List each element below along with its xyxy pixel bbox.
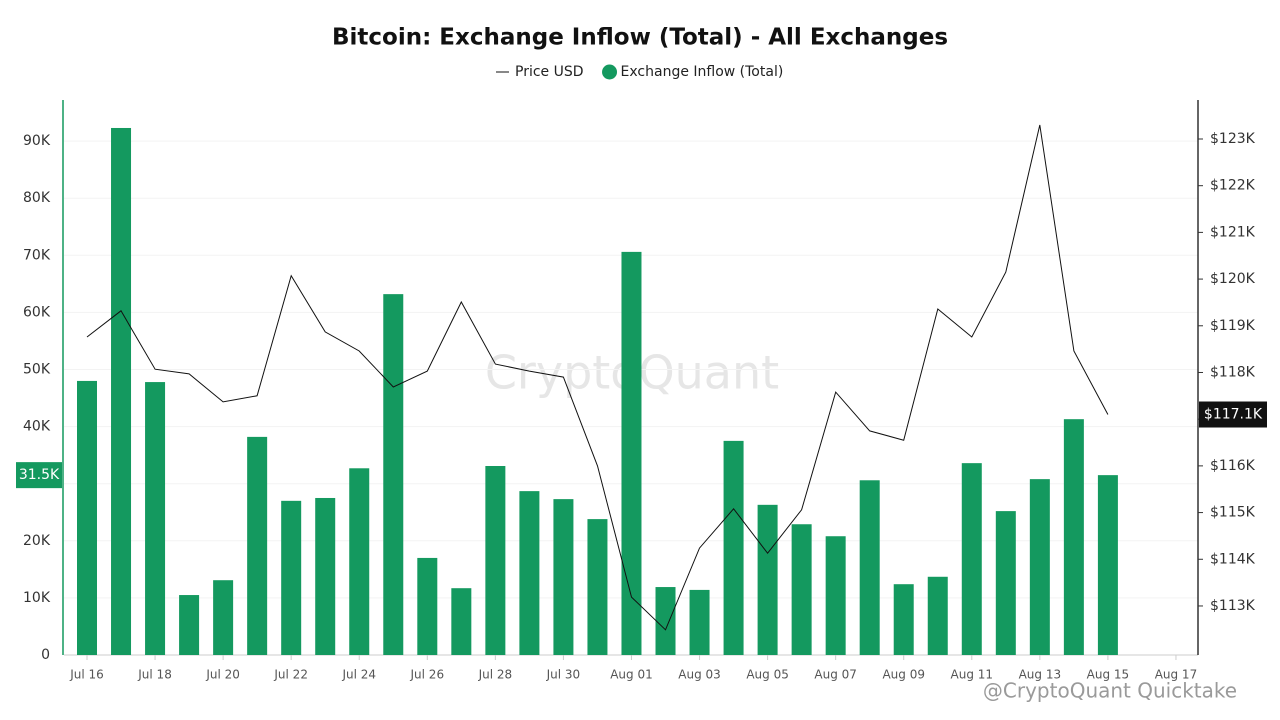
x-tick-label: Jul 20 xyxy=(205,668,240,682)
bar xyxy=(1063,419,1084,655)
x-tick-label: Jul 16 xyxy=(69,668,104,682)
bar xyxy=(859,480,880,655)
x-tick-label: Aug 09 xyxy=(882,668,925,682)
chart-title: Bitcoin: Exchange Inflow (Total) - All E… xyxy=(332,25,948,51)
y2-tick-label: $122K xyxy=(1210,178,1256,194)
y-tick-label: 50K xyxy=(23,362,51,378)
bar xyxy=(179,595,200,655)
x-tick-label: Aug 15 xyxy=(1087,668,1130,682)
bar xyxy=(485,466,506,655)
y2-tick-label: $115K xyxy=(1210,505,1256,521)
bar xyxy=(383,294,404,655)
legend-label: Price USD xyxy=(515,64,584,80)
bar xyxy=(927,576,948,655)
bar xyxy=(757,504,778,655)
x-tick-label: Jul 26 xyxy=(410,668,445,682)
bar xyxy=(281,500,302,655)
bar xyxy=(111,127,132,655)
credit: @CryptoQuant Quicktake xyxy=(983,679,1237,703)
bar xyxy=(961,463,982,655)
bar xyxy=(315,497,336,655)
y2-tick-label: $123K xyxy=(1210,131,1256,147)
value-label: 31.5K xyxy=(19,467,60,483)
bar xyxy=(145,382,166,655)
y2-tick-label: $116K xyxy=(1210,458,1256,474)
bar xyxy=(621,251,642,655)
bar xyxy=(417,557,438,655)
price-line xyxy=(86,124,1109,631)
x-tick-label: Jul 28 xyxy=(478,668,513,682)
bar xyxy=(1097,475,1118,655)
legend-label: Exchange Inflow (Total) xyxy=(621,64,784,80)
y-tick-label: 60K xyxy=(23,304,51,320)
bar xyxy=(587,519,608,655)
bar xyxy=(247,436,268,655)
bar xyxy=(213,580,234,655)
y2-tick-label: $114K xyxy=(1210,551,1256,567)
x-tick-label: Aug 13 xyxy=(1019,668,1062,682)
bar xyxy=(825,536,846,655)
value-label-box xyxy=(1199,401,1267,428)
bar xyxy=(689,589,710,655)
bar xyxy=(1029,479,1050,655)
x-tick-label: Aug 11 xyxy=(951,668,994,682)
y2-tick-label: $118K xyxy=(1210,364,1256,380)
value-label: $117.1K xyxy=(1204,407,1263,423)
x-tick-label: Aug 03 xyxy=(678,668,721,682)
y-tick-label: 0 xyxy=(41,647,50,663)
x-tick-label: Jul 18 xyxy=(137,668,172,682)
y2-tick-label: $113K xyxy=(1210,598,1256,614)
bar xyxy=(995,511,1016,655)
y-tick-label: 10K xyxy=(23,590,51,606)
bar xyxy=(723,440,744,655)
bar xyxy=(553,499,574,655)
x-tick-label: Aug 07 xyxy=(814,668,857,682)
bar xyxy=(519,491,540,655)
y2-tick-label: $120K xyxy=(1210,271,1256,287)
value-label-box xyxy=(16,462,62,489)
y-tick-label: 20K xyxy=(23,533,51,549)
x-tick-label: Jul 22 xyxy=(273,668,308,682)
x-tick-label: Aug 05 xyxy=(746,668,789,682)
bar xyxy=(893,584,914,655)
bar xyxy=(655,587,676,655)
y-tick-label: 70K xyxy=(23,247,51,263)
x-tick-label: Aug 17 xyxy=(1155,668,1198,682)
x-tick-label: Aug 01 xyxy=(610,668,653,682)
bar xyxy=(77,380,97,655)
x-tick-label: Jul 30 xyxy=(546,668,581,682)
bar xyxy=(791,524,812,655)
y2-tick-label: $121K xyxy=(1210,224,1256,240)
y-tick-label: 90K xyxy=(23,133,51,149)
legend-swatch xyxy=(602,64,618,80)
bar xyxy=(451,588,472,655)
y2-tick-label: $119K xyxy=(1210,318,1256,334)
y-tick-label: 40K xyxy=(23,419,51,435)
bar xyxy=(349,468,370,655)
x-tick-label: Jul 24 xyxy=(341,668,376,682)
y-tick-label: 80K xyxy=(23,190,51,206)
